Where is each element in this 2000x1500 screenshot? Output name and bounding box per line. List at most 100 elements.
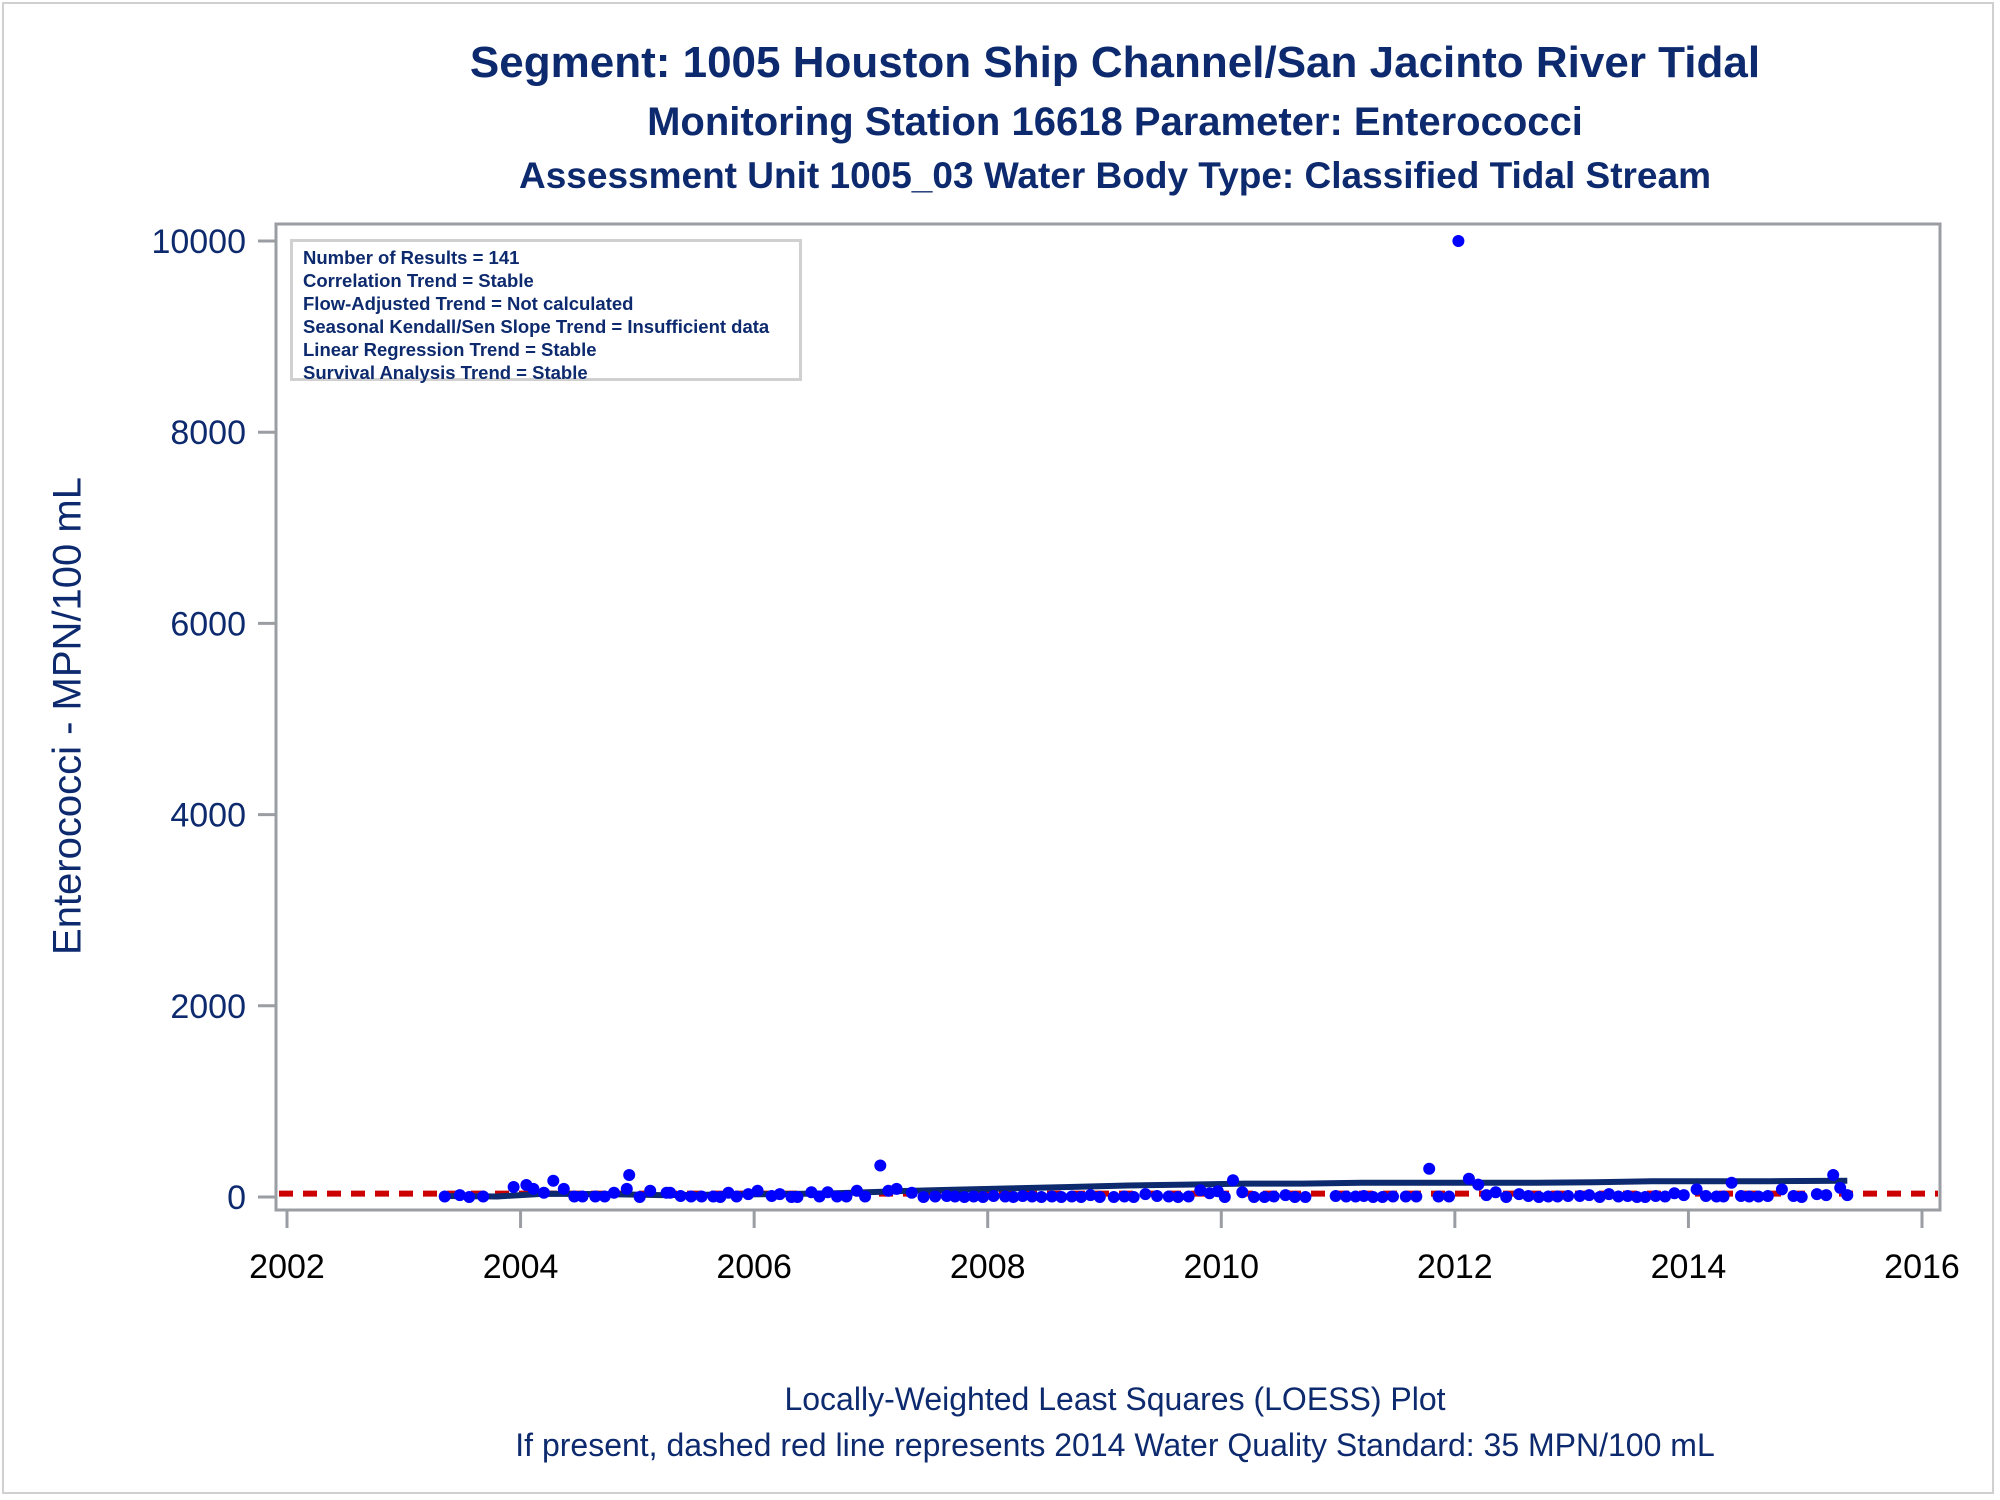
data-point — [1045, 1190, 1058, 1203]
data-point — [576, 1190, 589, 1203]
data-point — [1462, 1172, 1475, 1185]
data-point — [1139, 1188, 1152, 1201]
legend-line-flow-adjusted: Flow-Adjusted Trend = Not calculated — [303, 293, 634, 314]
data-point — [1649, 1190, 1662, 1202]
data-point — [1007, 1191, 1020, 1203]
data-point — [751, 1184, 764, 1197]
y-tick-label: 2000 — [170, 988, 246, 1026]
data-point — [1593, 1191, 1606, 1203]
data-point — [742, 1188, 755, 1201]
data-point — [1583, 1189, 1596, 1202]
data-point — [1820, 1189, 1833, 1202]
data-point — [1329, 1190, 1342, 1202]
data-point — [1267, 1190, 1280, 1203]
data-point — [1084, 1189, 1097, 1202]
data-point — [1387, 1190, 1399, 1203]
data-point — [620, 1182, 633, 1195]
y-tick-label: 8000 — [170, 414, 246, 452]
data-point — [1035, 1191, 1048, 1203]
data-point — [685, 1190, 698, 1203]
data-point — [1026, 1190, 1039, 1203]
legend-line-survival: Survival Analysis Trend = Stable — [303, 362, 588, 383]
x-tick-label: 2004 — [483, 1248, 559, 1286]
data-point — [507, 1181, 520, 1193]
loess-line — [444, 1177, 1848, 1200]
data-point — [1522, 1190, 1535, 1202]
data-point — [674, 1190, 687, 1202]
data-point — [1551, 1190, 1564, 1203]
data-point — [1631, 1191, 1643, 1203]
data-point — [1500, 1191, 1513, 1203]
data-point — [1258, 1191, 1271, 1203]
data-point — [1639, 1191, 1652, 1203]
chart-title: Segment: 1005 Houston Ship Channel/San J… — [469, 38, 1761, 87]
data-point — [821, 1186, 834, 1199]
data-point — [695, 1190, 708, 1203]
data-point — [1432, 1190, 1445, 1203]
data-point — [1399, 1190, 1412, 1203]
y-tick-label: 10000 — [151, 223, 246, 261]
data-point — [1127, 1191, 1140, 1203]
trend-legend-box: Number of Results = 141 Correlation Tren… — [290, 239, 802, 383]
footnote-standard: If present, dashed red line represents 2… — [515, 1427, 1715, 1463]
data-point — [589, 1190, 602, 1203]
data-point — [453, 1189, 466, 1202]
data-point — [1016, 1190, 1029, 1202]
data-point — [1218, 1191, 1231, 1203]
data-point — [1841, 1189, 1854, 1202]
data-point — [1299, 1191, 1312, 1203]
data-point — [1065, 1190, 1078, 1203]
data-point — [987, 1190, 1000, 1202]
data-point — [463, 1191, 476, 1203]
data-point — [1775, 1183, 1788, 1196]
data-point — [557, 1182, 570, 1195]
data-point — [1827, 1169, 1840, 1181]
chart-subtitle-2: Assessment Unit 1005_03 Water Body Type:… — [519, 155, 1711, 196]
data-point — [1725, 1176, 1738, 1189]
data-point — [1151, 1190, 1164, 1202]
data-point — [1542, 1190, 1555, 1203]
x-tick-label: 2008 — [950, 1248, 1026, 1286]
x-tick-label: 2014 — [1651, 1248, 1727, 1286]
data-point — [633, 1191, 646, 1203]
legend-line-correlation: Correlation Trend = Stable — [303, 270, 534, 291]
data-point — [1612, 1190, 1625, 1203]
data-point — [1376, 1191, 1389, 1203]
data-point — [917, 1191, 930, 1203]
data-point — [905, 1186, 918, 1199]
data-point — [1367, 1191, 1380, 1203]
data-point — [537, 1186, 550, 1199]
data-point — [1690, 1183, 1703, 1196]
data-point — [664, 1186, 677, 1199]
data-point — [1659, 1190, 1672, 1203]
x-tick-label: 2010 — [1183, 1248, 1259, 1286]
data-point — [1752, 1190, 1765, 1203]
legend-line-linear-regression: Linear Regression Trend = Stable — [303, 339, 597, 360]
data-point — [608, 1186, 620, 1199]
data-point — [831, 1190, 844, 1203]
data-point — [623, 1169, 636, 1181]
data-point — [977, 1191, 989, 1203]
data-point — [1699, 1190, 1712, 1202]
legend-line-results: Number of Results = 141 — [303, 247, 520, 268]
y-tick-label: 0 — [227, 1179, 246, 1217]
data-point — [1162, 1190, 1175, 1203]
x-tick-label: 2012 — [1417, 1248, 1493, 1286]
data-point — [1288, 1191, 1301, 1203]
data-point — [791, 1191, 804, 1203]
data-point — [598, 1190, 611, 1203]
data-point — [1532, 1191, 1545, 1203]
data-point — [1743, 1190, 1756, 1203]
plot-frame — [274, 222, 1942, 1212]
data-point — [958, 1191, 971, 1203]
data-point — [1677, 1189, 1690, 1202]
data-point — [1248, 1191, 1260, 1203]
data-point — [1489, 1186, 1502, 1199]
data-point — [1340, 1190, 1353, 1203]
data-point — [1194, 1184, 1207, 1197]
data-point — [527, 1182, 540, 1195]
data-point — [1279, 1189, 1292, 1202]
data-point — [477, 1190, 490, 1203]
